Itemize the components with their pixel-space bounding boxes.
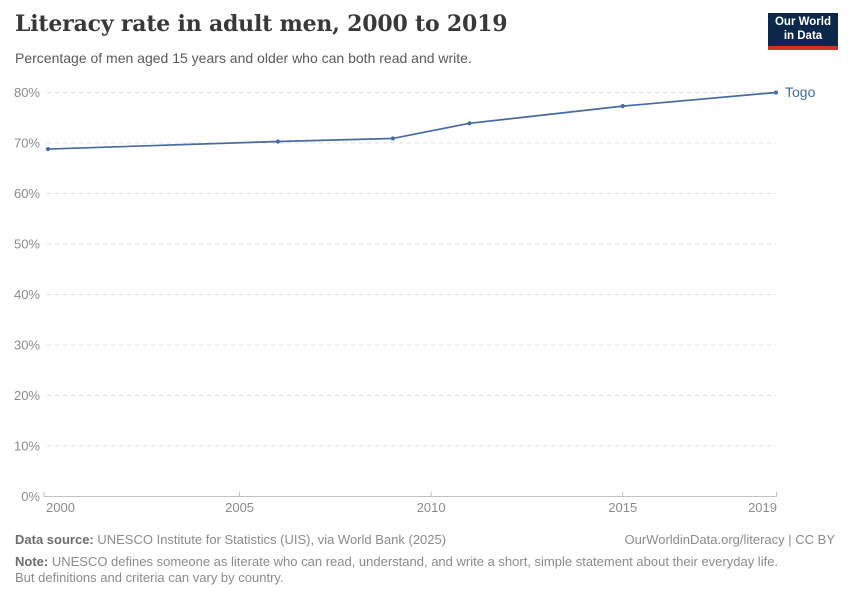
x-tick-label: 2010	[417, 500, 446, 515]
y-tick-label: 10%	[14, 439, 40, 454]
y-tick-label: 40%	[14, 287, 40, 302]
data-point[interactable]	[620, 104, 625, 109]
x-tick-label: 2000	[46, 500, 75, 515]
y-tick-label: 70%	[14, 136, 40, 151]
series-label-togo[interactable]: Togo	[785, 84, 816, 100]
y-tick-label: 50%	[14, 237, 40, 252]
y-tick-label: 80%	[14, 85, 40, 100]
series-line-togo[interactable]	[47, 91, 777, 150]
y-tick-label: 60%	[14, 186, 40, 201]
data-point[interactable]	[467, 121, 472, 126]
y-tick-label: 0%	[21, 489, 40, 504]
line-chart[interactable]: 0% 10% 20% 30% 40% 50% 60% 70% 80% 2000 2005 2010 20…	[0, 80, 850, 525]
x-tick-label: 2019	[748, 500, 777, 515]
page-title: Literacy rate in adult men, 2000 to 2019	[15, 11, 508, 37]
x-tick-label: 2005	[225, 500, 254, 515]
data-point[interactable]	[773, 90, 779, 95]
data-source-label: Data source:	[15, 532, 94, 547]
license-link[interactable]: OurWorldinData.org/literacy | CC BY	[624, 532, 835, 547]
y-tick-label: 20%	[14, 388, 40, 403]
data-point[interactable]	[390, 136, 395, 141]
x-tick-label: 2015	[608, 500, 637, 515]
chart-subtitle: Percentage of men aged 15 years and olde…	[15, 50, 472, 66]
data-source: Data source: UNESCO Institute for Statis…	[15, 532, 446, 547]
owid-logo-text-line2: in Data	[783, 29, 823, 42]
owid-logo[interactable]: Our World in Data	[768, 13, 838, 50]
chart-note: Note: UNESCO defines someone as literate…	[15, 554, 785, 586]
data-point[interactable]	[45, 146, 51, 152]
data-source-text: UNESCO Institute for Statistics (UIS), v…	[93, 532, 447, 547]
chart-note-text: UNESCO defines someone as literate who c…	[15, 554, 779, 585]
y-tick-label: 30%	[14, 338, 40, 353]
data-point[interactable]	[275, 139, 280, 144]
owid-logo-text-line1: Our World	[774, 15, 831, 28]
chart-note-label: Note:	[15, 554, 49, 569]
